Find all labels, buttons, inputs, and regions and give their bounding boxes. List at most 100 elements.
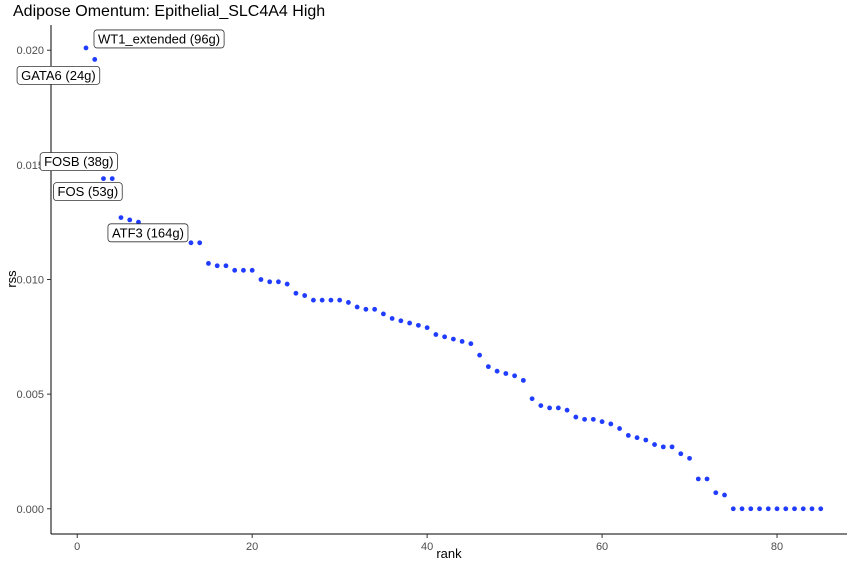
tick-group: 0 20 40 60 80 0.000 0.005 0.010 0.015 0.020: [16, 45, 783, 553]
x-tick-label: 80: [771, 541, 783, 553]
annotation-label: FOSB (38g): [39, 152, 118, 172]
annotation-text: WT1_extended (96g): [98, 31, 220, 46]
data-point: [311, 297, 316, 303]
data-point: [783, 506, 789, 512]
data-point: [529, 396, 535, 402]
x-axis-title: rank: [436, 546, 462, 561]
data-point: [407, 320, 413, 326]
data-point: [249, 267, 255, 273]
data-point: [267, 279, 273, 285]
data-point: [346, 300, 351, 305]
data-point: [276, 279, 281, 285]
data-point: [293, 290, 299, 296]
data-point: [555, 405, 561, 411]
data-point: [398, 318, 404, 324]
data-point: [730, 506, 736, 512]
annotation-box: [39, 152, 118, 172]
data-point: [774, 506, 780, 512]
data-point: [389, 316, 395, 321]
data-point: [459, 339, 465, 344]
data-point: [809, 506, 815, 512]
data-point: [538, 403, 544, 409]
annotation-text: FOS (53g): [58, 184, 119, 199]
data-point: [494, 368, 500, 374]
data-point: [92, 56, 98, 62]
data-point: [818, 506, 824, 512]
data-point: [573, 414, 579, 420]
y-tick-label: 0.010: [16, 275, 44, 287]
data-point: [739, 506, 745, 512]
annotation-label: FOS (53g): [53, 182, 123, 202]
annotation-label: GATA6 (24g): [16, 65, 101, 85]
point-group: [83, 45, 824, 512]
data-point: [433, 332, 439, 337]
data-point: [424, 325, 430, 331]
data-point: [643, 437, 649, 443]
data-point: [109, 176, 115, 182]
data-point: [214, 263, 220, 269]
data-point: [127, 217, 133, 223]
data-point: [223, 263, 229, 269]
x-tick-label: 0: [74, 541, 80, 553]
axes: [50, 25, 847, 535]
data-point: [608, 421, 614, 427]
data-point: [319, 297, 325, 303]
data-point: [748, 506, 754, 512]
annotation-box: [93, 29, 225, 49]
data-point: [302, 293, 308, 298]
annotation-box: [16, 65, 101, 85]
data-point: [634, 435, 640, 441]
data-point: [503, 371, 509, 376]
annotation-text: GATA6 (24g): [21, 68, 96, 83]
annotation-text: FOSB (38g): [44, 154, 113, 169]
annotation-text: ATF3 (164g): [112, 225, 184, 240]
data-point: [800, 506, 806, 512]
data-point: [337, 297, 343, 303]
y-tick-label: 0.015: [16, 160, 44, 172]
data-point: [328, 297, 334, 303]
data-point: [660, 444, 666, 450]
y-axis-title: rss: [4, 270, 19, 288]
data-point: [652, 442, 657, 447]
annotation-label: ATF3 (164g): [107, 223, 189, 243]
data-point: [485, 364, 491, 370]
y-tick-label: 0.020: [16, 45, 44, 57]
x-tick-label: 40: [421, 541, 433, 553]
data-point: [363, 306, 369, 312]
data-point: [757, 506, 762, 512]
data-point: [442, 334, 448, 340]
data-point: [617, 426, 622, 431]
data-point: [468, 341, 474, 347]
data-point: [197, 240, 203, 246]
data-point: [722, 492, 727, 498]
data-point: [477, 352, 483, 358]
data-point: [678, 451, 684, 457]
annotation-box: [53, 182, 123, 202]
y-tick-label: 0.000: [16, 504, 44, 516]
data-point: [704, 476, 710, 482]
x-tick-label: 60: [596, 541, 608, 553]
data-point: [687, 455, 692, 461]
annotation-box: [107, 223, 189, 243]
data-point: [232, 267, 238, 273]
data-point: [669, 444, 675, 450]
data-point: [765, 506, 771, 512]
data-point: [372, 306, 378, 312]
data-point: [792, 506, 797, 512]
data-point: [380, 311, 386, 317]
data-point: [450, 336, 456, 342]
data-point: [101, 176, 106, 182]
data-point: [512, 373, 518, 379]
data-point: [188, 240, 194, 246]
data-point: [241, 267, 246, 273]
data-point: [547, 405, 552, 411]
data-point: [599, 419, 605, 425]
data-point: [564, 407, 570, 413]
annotation-label: WT1_extended (96g): [93, 29, 225, 49]
data-point: [590, 416, 596, 422]
data-point: [713, 490, 719, 496]
data-point: [284, 281, 290, 287]
y-tick-label: 0.005: [16, 389, 44, 401]
data-point: [415, 322, 421, 328]
